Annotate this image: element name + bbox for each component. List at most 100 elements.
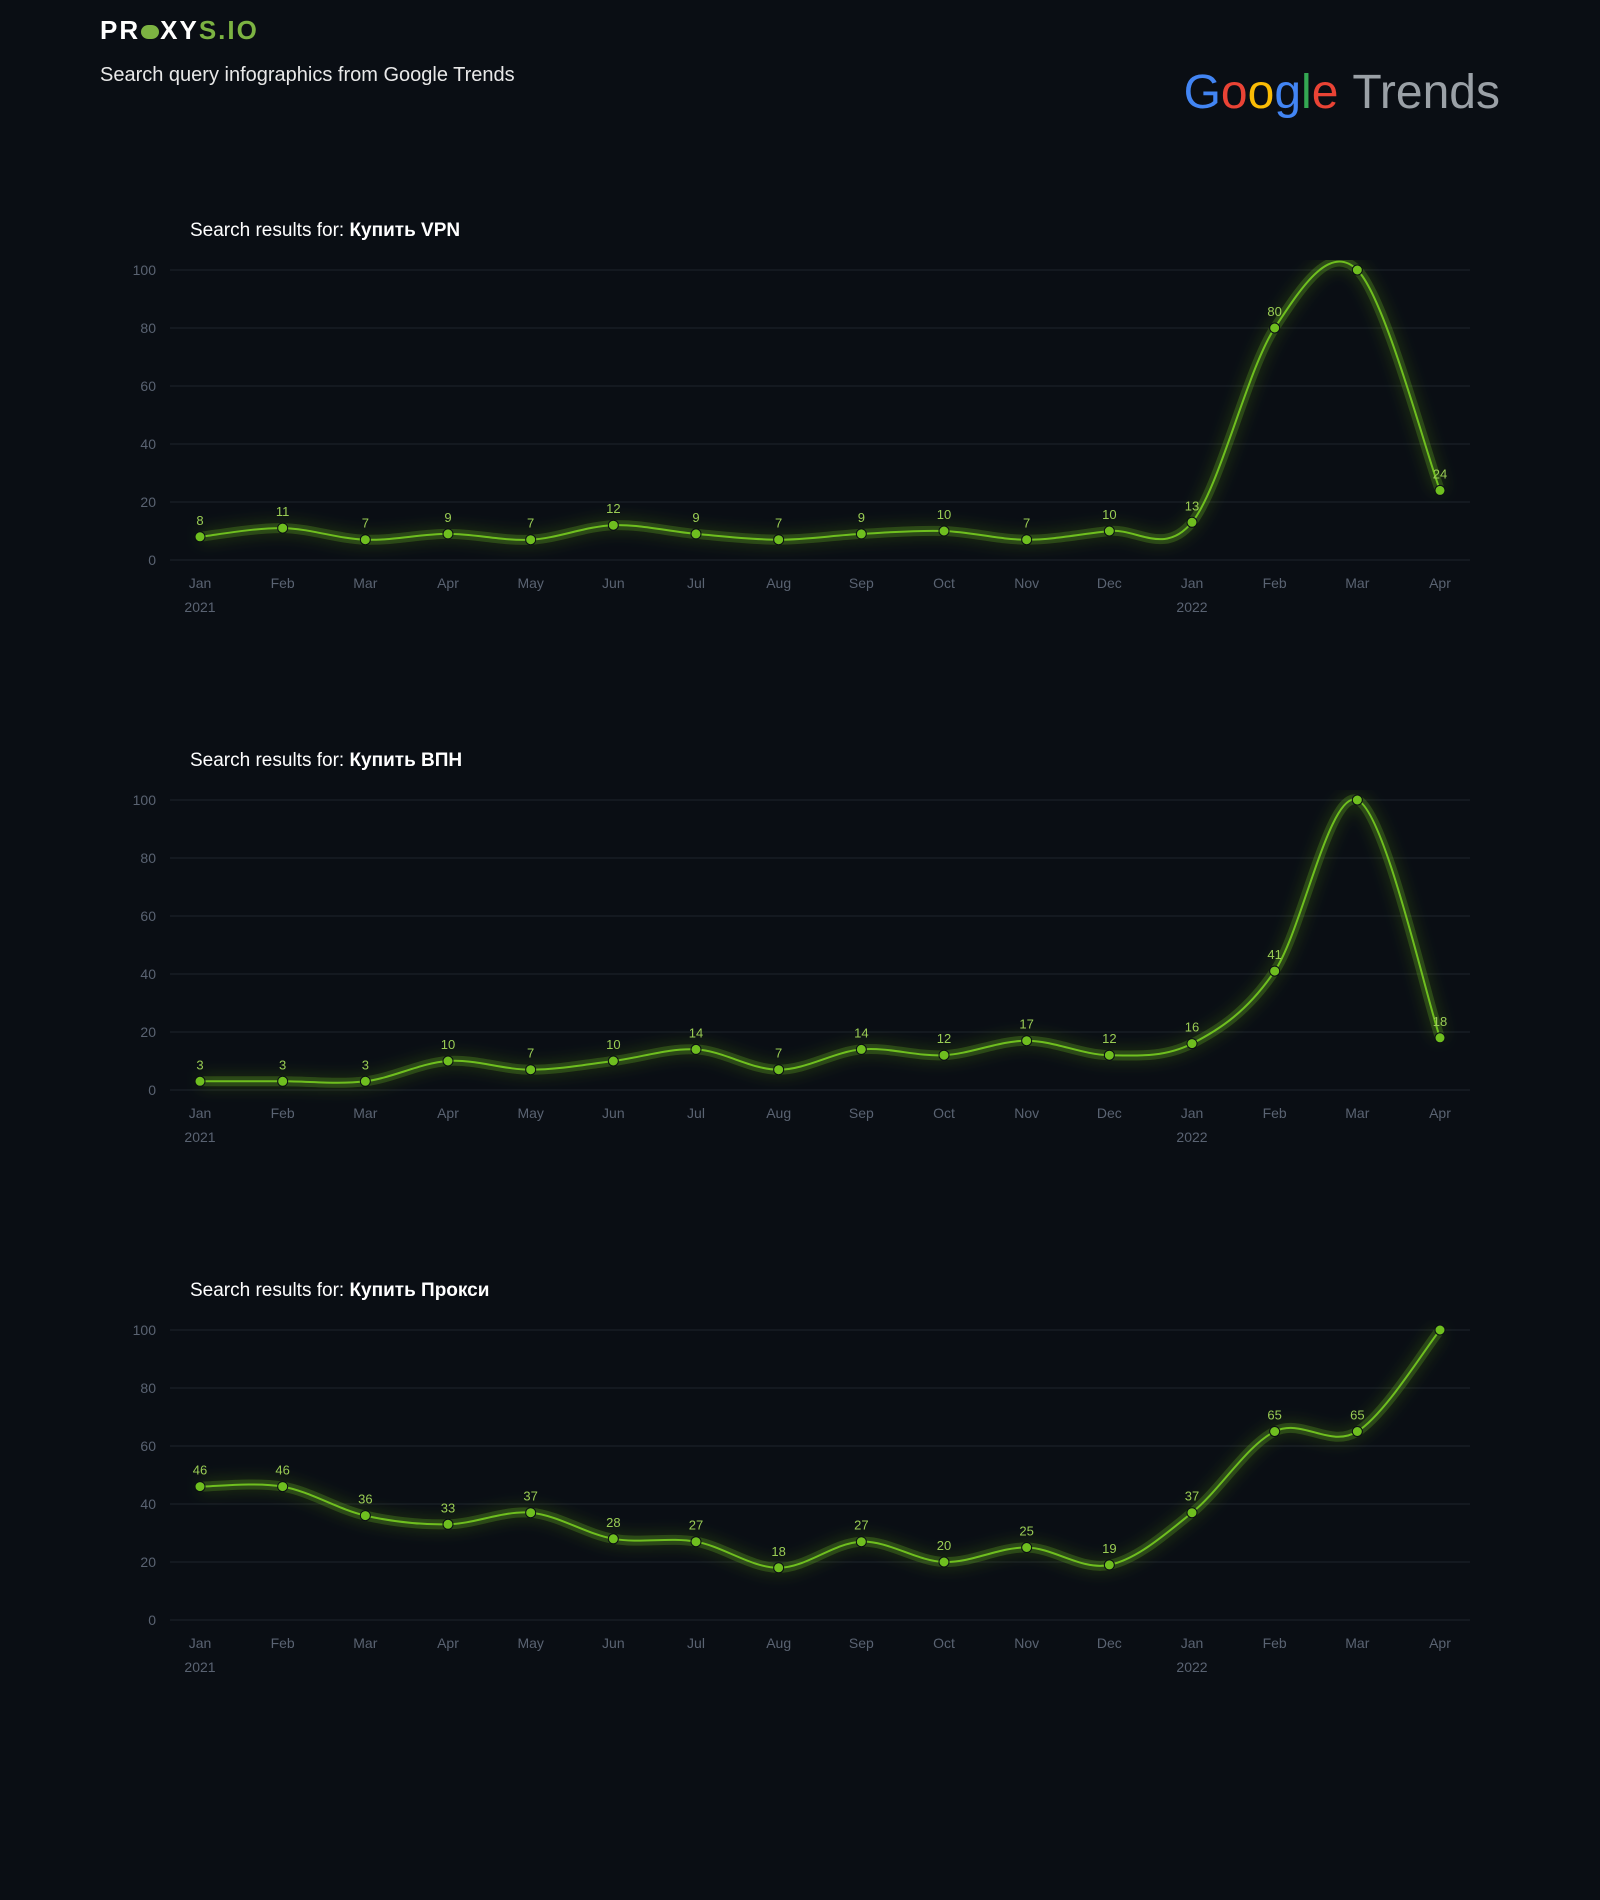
svg-text:Dec: Dec [1097, 1635, 1122, 1651]
svg-text:20: 20 [140, 1554, 156, 1570]
svg-text:60: 60 [140, 378, 156, 394]
svg-text:40: 40 [140, 436, 156, 452]
svg-text:2022: 2022 [1176, 1129, 1207, 1145]
charts-container: Search results for: Купить VPN 020406080… [100, 220, 1500, 1700]
svg-text:Aug: Aug [766, 575, 791, 591]
svg-text:Aug: Aug [766, 1105, 791, 1121]
svg-text:27: 27 [854, 1518, 868, 1533]
chart-query: Купить ВПН [349, 750, 462, 771]
svg-text:Oct: Oct [933, 1635, 955, 1651]
svg-text:100: 100 [133, 1322, 157, 1338]
chart-block: Search results for: Купить Прокси 020406… [100, 1280, 1500, 1700]
svg-text:Sep: Sep [849, 1635, 874, 1651]
line-chart: 020406080100 Jan2021FebMarAprMayJunJulAu… [100, 790, 1500, 1170]
svg-text:Feb: Feb [271, 1635, 295, 1651]
svg-text:18: 18 [771, 1544, 785, 1559]
chart-title-prefix: Search results for: [190, 750, 349, 771]
svg-text:40: 40 [140, 1496, 156, 1512]
svg-text:7: 7 [1023, 516, 1030, 531]
svg-text:Nov: Nov [1014, 1105, 1039, 1121]
svg-text:8: 8 [196, 513, 203, 528]
svg-text:Apr: Apr [437, 1635, 459, 1651]
svg-text:60: 60 [140, 908, 156, 924]
chart-x-axis: Jan2021FebMarAprMayJunJulAugSepOctNovDec… [184, 1635, 1451, 1675]
svg-text:Oct: Oct [933, 575, 955, 591]
svg-text:17: 17 [1019, 1017, 1033, 1032]
svg-text:27: 27 [689, 1518, 703, 1533]
brand-logo: PR XY S.IO [100, 15, 515, 46]
svg-text:46: 46 [275, 1463, 289, 1478]
svg-text:36: 36 [358, 1492, 372, 1507]
svg-text:19: 19 [1102, 1541, 1116, 1556]
svg-text:80: 80 [140, 320, 156, 336]
svg-text:25: 25 [1019, 1524, 1033, 1539]
svg-text:Feb: Feb [271, 1105, 295, 1121]
svg-text:9: 9 [692, 510, 699, 525]
chart-line-glow [200, 262, 1440, 540]
svg-text:Apr: Apr [1429, 1635, 1451, 1651]
svg-text:Mar: Mar [1345, 1635, 1369, 1651]
svg-text:Jan: Jan [1181, 1635, 1204, 1651]
svg-text:9: 9 [444, 510, 451, 525]
svg-text:80: 80 [1267, 304, 1281, 319]
svg-text:May: May [517, 1635, 543, 1651]
svg-text:0: 0 [148, 1082, 156, 1098]
chart-query: Купить Прокси [349, 1280, 489, 1301]
line-chart: 020406080100 Jan2021FebMarAprMayJunJulAu… [100, 260, 1500, 640]
chart-block: Search results for: Купить VPN 020406080… [100, 220, 1500, 640]
chart-markers [195, 265, 1445, 545]
svg-text:20: 20 [140, 1024, 156, 1040]
logo-part-3: S.IO [199, 15, 259, 46]
svg-text:80: 80 [140, 850, 156, 866]
chart-block: Search results for: Купить ВПН 020406080… [100, 750, 1500, 1170]
svg-text:12: 12 [937, 1031, 951, 1046]
svg-text:May: May [517, 575, 543, 591]
chart-title-prefix: Search results for: [190, 1280, 349, 1301]
svg-text:20: 20 [937, 1538, 951, 1553]
svg-text:Jan: Jan [189, 1635, 212, 1651]
svg-text:Mar: Mar [353, 575, 377, 591]
chart-grid: 020406080100 [133, 1322, 1470, 1628]
svg-text:12: 12 [606, 501, 620, 516]
header: PR XY S.IO Search query infographics fro… [100, 15, 1500, 120]
svg-text:Aug: Aug [766, 1635, 791, 1651]
svg-text:16: 16 [1185, 1020, 1199, 1035]
svg-text:65: 65 [1267, 1408, 1281, 1423]
svg-text:Dec: Dec [1097, 1105, 1122, 1121]
svg-text:12: 12 [1102, 1031, 1116, 1046]
svg-text:Dec: Dec [1097, 575, 1122, 591]
chart-title: Search results for: Купить ВПН [190, 750, 1500, 772]
svg-text:3: 3 [196, 1057, 203, 1072]
svg-text:2021: 2021 [184, 599, 215, 615]
svg-text:Feb: Feb [271, 575, 295, 591]
svg-text:7: 7 [527, 516, 534, 531]
svg-text:100: 100 [133, 262, 157, 278]
svg-text:7: 7 [527, 1046, 534, 1061]
svg-text:7: 7 [362, 516, 369, 531]
svg-text:14: 14 [854, 1025, 868, 1040]
svg-text:Jul: Jul [687, 1105, 705, 1121]
chart-x-axis: Jan2021FebMarAprMayJunJulAugSepOctNovDec… [184, 1105, 1451, 1145]
svg-text:2021: 2021 [184, 1129, 215, 1145]
chart-line-glow [200, 799, 1440, 1082]
svg-text:28: 28 [606, 1515, 620, 1530]
svg-text:Jan: Jan [1181, 575, 1204, 591]
logo-part-1: PR [100, 15, 140, 46]
svg-text:33: 33 [441, 1500, 455, 1515]
google-wordmark: Google [1184, 65, 1339, 120]
svg-text:Jun: Jun [602, 575, 625, 591]
svg-text:Jan: Jan [189, 575, 212, 591]
svg-text:Jan: Jan [189, 1105, 212, 1121]
line-chart: 020406080100 Jan2021FebMarAprMayJunJulAu… [100, 1320, 1500, 1700]
svg-text:0: 0 [148, 552, 156, 568]
svg-text:37: 37 [1185, 1489, 1199, 1504]
svg-text:3: 3 [279, 1057, 286, 1072]
svg-text:46: 46 [193, 1463, 207, 1478]
svg-text:37: 37 [523, 1489, 537, 1504]
svg-text:Mar: Mar [353, 1635, 377, 1651]
chart-x-axis: Jan2021FebMarAprMayJunJulAugSepOctNovDec… [184, 575, 1451, 615]
svg-text:Apr: Apr [437, 575, 459, 591]
svg-text:20: 20 [140, 494, 156, 510]
svg-text:Sep: Sep [849, 575, 874, 591]
svg-text:2022: 2022 [1176, 599, 1207, 615]
